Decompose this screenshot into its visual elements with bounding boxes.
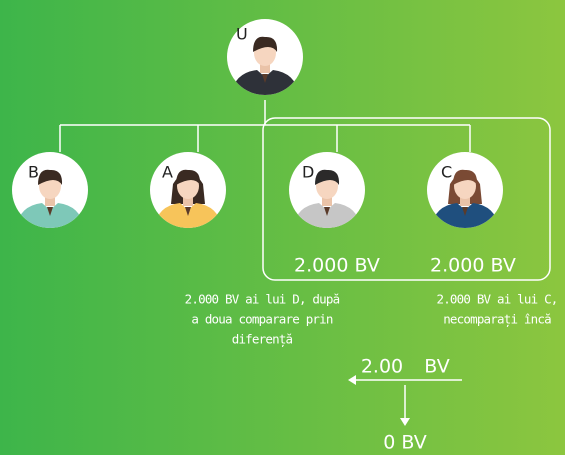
diagram: U B A D C 2.000 BV 2.000 BV 2.000 BV ai … <box>0 0 565 455</box>
node-label: D <box>302 163 314 182</box>
volume: 2.000 BV <box>430 255 516 277</box>
flow-amount: 2.00 <box>361 356 403 378</box>
node-label: B <box>28 163 39 182</box>
caption: 2.000 BV ai lui C, <box>436 292 557 307</box>
flow-unit: BV <box>424 356 449 378</box>
caption: diferență <box>232 332 293 348</box>
node-label: U <box>236 25 248 44</box>
flow-result: 0 BV <box>383 432 427 454</box>
caption: necomparați încă <box>443 312 551 328</box>
node-label: C <box>441 163 452 182</box>
volume: 2.000 BV <box>294 255 380 277</box>
caption: a doua comparare prin <box>191 312 333 327</box>
node-label: A <box>162 163 173 182</box>
caption: 2.000 BV ai lui D, după <box>185 292 340 307</box>
